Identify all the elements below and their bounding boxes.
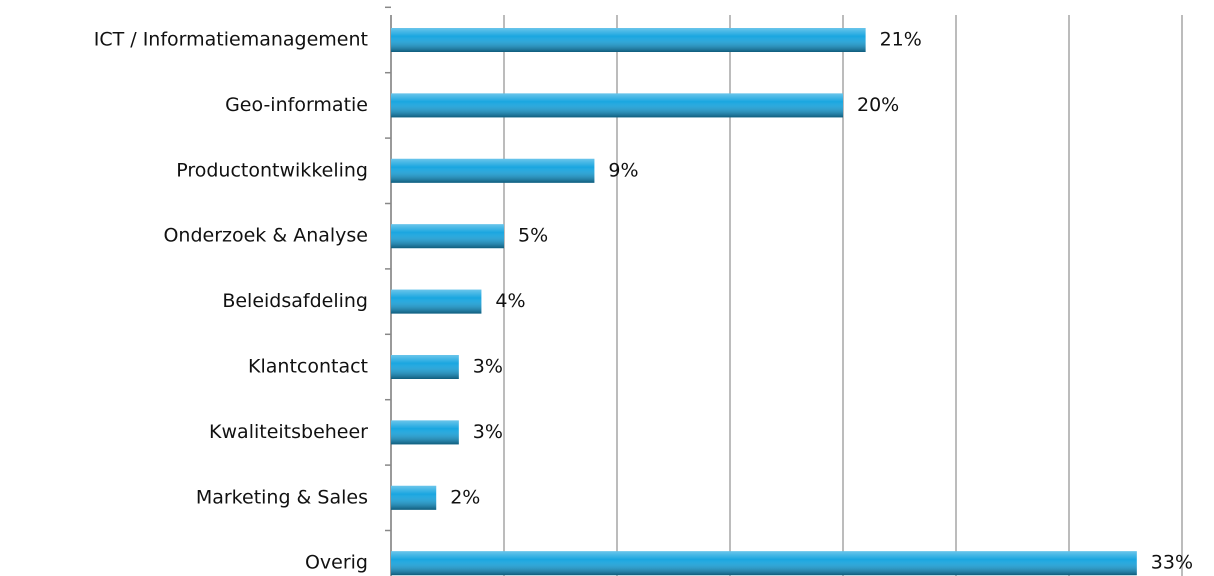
y-tick-label: Marketing & Sales	[196, 486, 368, 508]
value-label: 9%	[608, 159, 638, 181]
y-tick-label: Productontwikkeling	[176, 159, 368, 181]
value-label: 3%	[473, 421, 503, 443]
bar-shade	[391, 224, 504, 249]
value-label: 20%	[857, 94, 899, 116]
y-tick-label: Geo-informatie	[225, 94, 368, 116]
bar-shade	[391, 420, 459, 445]
value-label: 2%	[450, 486, 480, 508]
value-label: 3%	[473, 356, 503, 378]
y-tick-label: Beleidsafdeling	[222, 290, 368, 312]
value-label: 4%	[495, 290, 525, 312]
y-tick-label: Kwaliteitsbeheer	[209, 421, 368, 443]
bar-shade	[391, 93, 843, 118]
value-label: 5%	[518, 225, 548, 247]
bar-shade	[391, 551, 1137, 576]
bar-shade	[391, 28, 866, 52]
value-label: 21%	[880, 29, 922, 51]
y-tick-label: Klantcontact	[248, 356, 368, 378]
bar-shade	[391, 158, 595, 183]
bar-shade	[391, 289, 482, 314]
bar-shade	[391, 355, 459, 379]
bar-shade	[391, 485, 437, 510]
y-tick-label: Onderzoek & Analyse	[163, 225, 368, 247]
y-tick-label: ICT / Informatiemanagement	[94, 29, 368, 51]
value-label: 33%	[1151, 552, 1193, 574]
y-tick-label: Overig	[305, 552, 368, 574]
